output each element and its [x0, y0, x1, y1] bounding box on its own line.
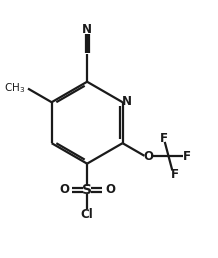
Text: F: F	[183, 150, 191, 163]
Text: CH$_3$: CH$_3$	[4, 81, 26, 95]
Text: S: S	[82, 183, 92, 197]
Text: F: F	[160, 132, 168, 145]
Text: N: N	[82, 23, 92, 36]
Text: O: O	[59, 183, 69, 196]
Text: O: O	[105, 183, 115, 196]
Text: F: F	[170, 168, 178, 181]
Text: O: O	[143, 150, 153, 163]
Text: N: N	[122, 95, 132, 108]
Text: Cl: Cl	[81, 208, 94, 221]
